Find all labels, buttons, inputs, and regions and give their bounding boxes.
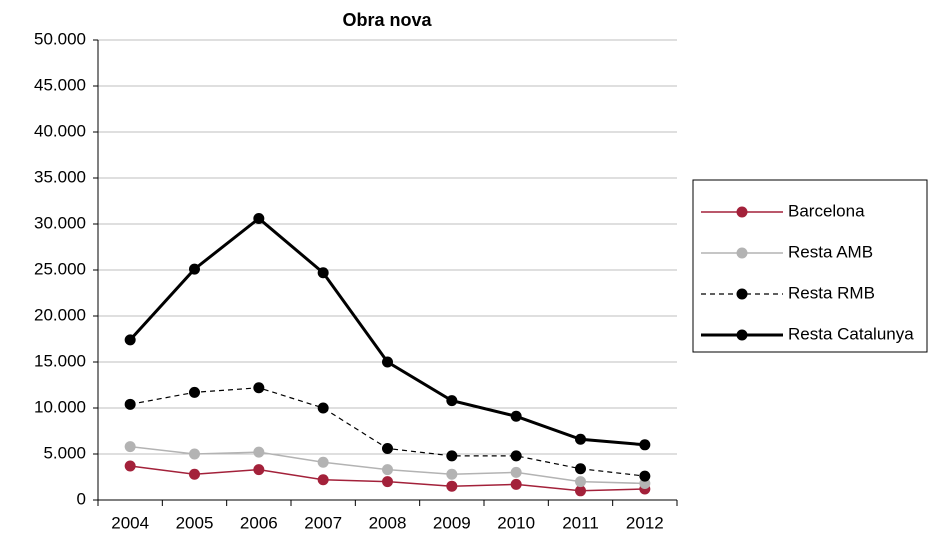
x-tick-label: 2011: [562, 513, 599, 532]
series-line: [129, 216, 645, 447]
data-point: [189, 263, 200, 275]
y-tick-label: 30.000: [34, 213, 86, 232]
x-tick-label: 2008: [369, 513, 407, 532]
x-tick-label: 2005: [176, 513, 214, 532]
data-point: [124, 460, 136, 472]
data-point: [446, 450, 458, 462]
data-point: [317, 456, 329, 468]
data-point: [382, 476, 393, 488]
x-tick-label: 2004: [111, 513, 149, 532]
data-point: [317, 402, 329, 414]
legend-label: Resta Catalunya: [788, 324, 914, 343]
data-point: [510, 478, 522, 490]
y-tick-label: 35.000: [34, 167, 86, 186]
data-point: [382, 464, 393, 476]
x-tick-label: 2012: [626, 513, 664, 532]
legend-marker: [736, 329, 748, 341]
legend-marker: [736, 206, 748, 218]
y-tick-label: 0: [77, 489, 86, 508]
data-point: [317, 474, 329, 486]
data-point: [575, 463, 586, 475]
data-point: [124, 441, 136, 453]
legend-label: Barcelona: [788, 201, 865, 220]
data-point: [382, 356, 393, 368]
data-point: [510, 450, 522, 462]
y-tick-label: 15.000: [34, 351, 86, 370]
data-point: [124, 334, 136, 346]
series-line: [130, 387, 645, 477]
y-tick-label: 50.000: [34, 29, 86, 48]
data-point: [639, 470, 651, 482]
legend-label: Resta RMB: [788, 283, 875, 302]
x-tick-label: 2009: [433, 513, 471, 532]
data-point: [446, 395, 458, 407]
data-point: [124, 398, 136, 410]
x-tick-label: 2006: [240, 513, 278, 532]
legend-marker: [736, 247, 748, 259]
y-tick-label: 40.000: [34, 121, 86, 140]
data-point: [253, 212, 265, 224]
data-point: [317, 267, 329, 279]
data-point: [510, 466, 522, 478]
data-point: [575, 433, 586, 445]
data-point: [189, 386, 200, 398]
x-tick-label: 2007: [304, 513, 342, 532]
legend-marker: [736, 288, 748, 300]
data-point: [253, 382, 265, 394]
y-tick-label: 45.000: [34, 75, 86, 94]
data-point: [446, 468, 458, 480]
y-tick-label: 20.000: [34, 305, 86, 324]
data-point: [253, 446, 265, 458]
data-point: [510, 410, 522, 422]
data-point: [639, 439, 651, 451]
y-tick-label: 25.000: [34, 259, 86, 278]
data-point: [189, 468, 200, 480]
x-tick-label: 2010: [497, 513, 535, 532]
data-point: [253, 464, 265, 476]
data-point: [382, 442, 393, 454]
data-point: [189, 448, 200, 460]
y-tick-label: 10.000: [34, 397, 86, 416]
data-point: [575, 485, 586, 497]
legend-label: Resta AMB: [788, 242, 873, 261]
chart-title: Obra nova: [342, 10, 432, 30]
data-point: [575, 476, 586, 488]
data-point: [446, 480, 458, 492]
legend-box: [692, 179, 928, 353]
y-tick-label: 5.000: [43, 443, 86, 462]
